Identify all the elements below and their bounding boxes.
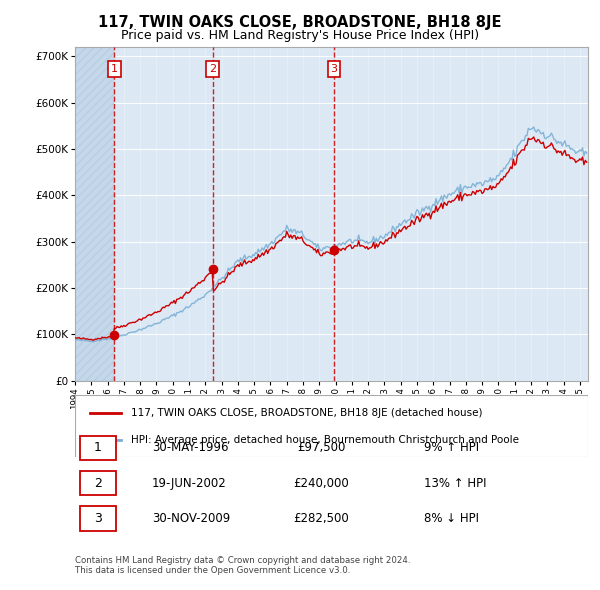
Text: 30-NOV-2009: 30-NOV-2009 (152, 512, 230, 525)
Bar (75, 47, 115, 381)
Text: Contains HM Land Registry data © Crown copyright and database right 2024.
This d: Contains HM Land Registry data © Crown c… (75, 556, 410, 575)
Text: 3: 3 (331, 64, 338, 74)
Text: 3: 3 (94, 512, 102, 525)
FancyBboxPatch shape (80, 435, 116, 460)
Text: HPI: Average price, detached house, Bournemouth Christchurch and Poole: HPI: Average price, detached house, Bour… (131, 435, 520, 445)
Text: 19-JUN-2002: 19-JUN-2002 (152, 477, 227, 490)
Text: £240,000: £240,000 (293, 477, 349, 490)
FancyBboxPatch shape (80, 471, 116, 496)
Text: 1: 1 (94, 441, 102, 454)
Text: 2: 2 (209, 64, 217, 74)
Text: 9% ↑ HPI: 9% ↑ HPI (424, 441, 479, 454)
Text: £97,500: £97,500 (297, 441, 346, 454)
Text: 8% ↓ HPI: 8% ↓ HPI (424, 512, 479, 525)
Text: 2: 2 (94, 477, 102, 490)
Text: 117, TWIN OAKS CLOSE, BROADSTONE, BH18 8JE: 117, TWIN OAKS CLOSE, BROADSTONE, BH18 8… (98, 15, 502, 30)
Text: 117, TWIN OAKS CLOSE, BROADSTONE, BH18 8JE (detached house): 117, TWIN OAKS CLOSE, BROADSTONE, BH18 8… (131, 408, 483, 418)
Text: £282,500: £282,500 (293, 512, 349, 525)
Text: 30-MAY-1996: 30-MAY-1996 (152, 441, 229, 454)
Text: 1: 1 (111, 64, 118, 74)
Text: Price paid vs. HM Land Registry's House Price Index (HPI): Price paid vs. HM Land Registry's House … (121, 30, 479, 42)
FancyBboxPatch shape (80, 506, 116, 531)
Text: 13% ↑ HPI: 13% ↑ HPI (424, 477, 487, 490)
